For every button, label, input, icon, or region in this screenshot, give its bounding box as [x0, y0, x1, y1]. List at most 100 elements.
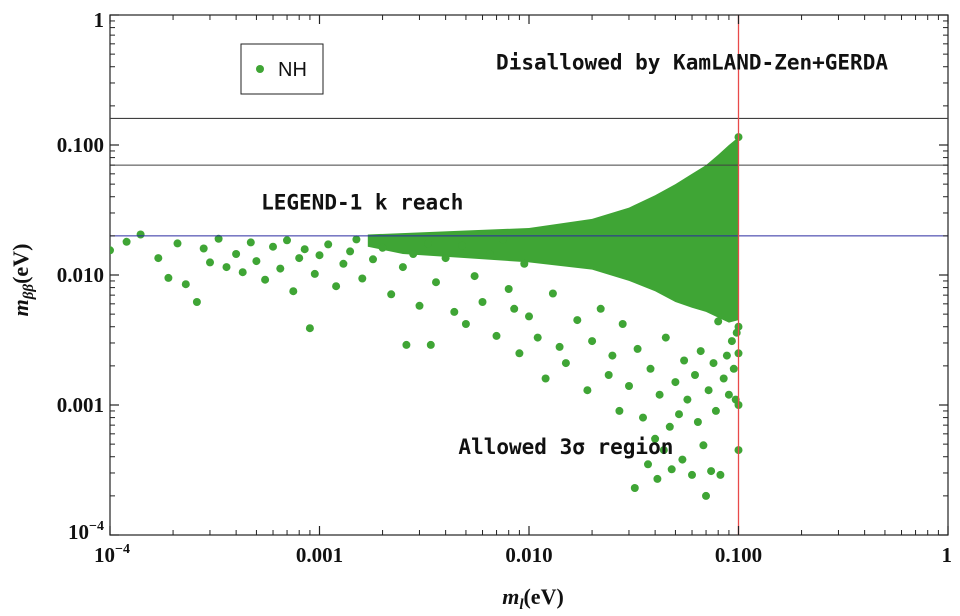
data-point — [653, 474, 662, 483]
data-point — [300, 245, 309, 254]
data-point — [671, 378, 680, 387]
data-point — [691, 371, 699, 379]
legend: NH — [240, 43, 324, 95]
data-point — [136, 230, 145, 239]
data-point — [707, 467, 716, 476]
data-point — [702, 491, 710, 500]
data-point — [246, 238, 255, 247]
dense-point-region — [367, 137, 739, 323]
data-point — [675, 410, 683, 419]
data-point — [283, 236, 291, 245]
data-point — [206, 258, 214, 267]
data-point — [696, 347, 705, 356]
data-point — [533, 333, 542, 342]
data-point — [498, 235, 507, 244]
data-point — [699, 441, 708, 450]
data-point — [199, 244, 208, 253]
x-tick-label: 1 — [942, 543, 953, 567]
data-point — [358, 274, 367, 283]
data-point — [646, 364, 655, 373]
data-point — [470, 272, 479, 281]
data-point — [630, 484, 639, 492]
data-point — [458, 241, 467, 250]
data-point — [369, 255, 377, 264]
data-point — [515, 349, 524, 358]
data-point — [402, 340, 411, 349]
data-point — [510, 304, 519, 313]
data-point — [655, 390, 664, 399]
data-point — [261, 275, 270, 284]
data-point — [541, 374, 550, 383]
data-point — [192, 298, 201, 306]
data-point — [173, 239, 182, 248]
data-point — [704, 386, 713, 395]
data-point — [596, 304, 605, 313]
data-point — [332, 282, 341, 291]
data-point — [639, 413, 647, 422]
data-point — [724, 390, 733, 399]
y-tick-label: 0.010 — [57, 263, 104, 287]
data-point — [461, 320, 470, 328]
data-point — [688, 470, 696, 479]
data-point — [252, 257, 261, 266]
data-point — [432, 278, 440, 287]
data-point — [665, 422, 674, 431]
y-tick-label: 10−4 — [68, 519, 104, 544]
data-point — [555, 342, 564, 351]
data-point — [154, 254, 163, 263]
data-point — [346, 247, 355, 256]
data-point — [492, 331, 501, 340]
data-point — [651, 434, 660, 443]
data-point — [608, 351, 617, 360]
data-point — [680, 356, 689, 365]
data-point — [633, 344, 642, 353]
data-point — [729, 364, 738, 373]
x-tick-label: 0.010 — [505, 543, 552, 567]
y-tick-label: 1 — [94, 8, 105, 32]
data-point — [426, 340, 435, 349]
data-point — [122, 237, 131, 246]
data-point — [683, 395, 692, 404]
data-point — [415, 301, 424, 310]
data-point — [661, 333, 670, 342]
data-point — [722, 351, 731, 360]
data-point — [387, 290, 396, 299]
data-point — [238, 268, 247, 277]
data-point — [214, 234, 223, 243]
data-point — [478, 298, 487, 306]
data-point — [181, 280, 190, 289]
data-point — [693, 418, 702, 426]
data-point — [678, 455, 687, 464]
data-point — [339, 259, 348, 268]
data-point — [485, 250, 494, 258]
annotation-1: LEGEND-1 k reach — [261, 190, 463, 214]
data-point — [424, 239, 433, 248]
legend-marker-nh — [256, 65, 264, 73]
legend-label-nh: NH — [278, 59, 307, 81]
y-tick-label: 0.100 — [57, 133, 104, 157]
data-point — [711, 406, 720, 415]
data-point — [378, 243, 387, 252]
data-point — [588, 337, 597, 346]
data-point — [295, 254, 304, 263]
data-point — [625, 382, 633, 390]
data-point — [548, 289, 557, 298]
data-point — [310, 269, 319, 278]
y-axis-label: mββ(eV) — [8, 244, 37, 317]
data-point — [269, 242, 277, 251]
data-point — [324, 240, 333, 249]
data-point — [276, 264, 285, 273]
data-point — [727, 337, 736, 346]
data-point — [644, 460, 652, 469]
data-point — [525, 312, 533, 321]
data-point — [352, 235, 361, 244]
data-point — [667, 465, 676, 474]
data-point — [714, 317, 723, 326]
data-point — [659, 446, 668, 455]
data-point — [232, 250, 241, 258]
data-point — [441, 254, 450, 263]
data-point — [573, 316, 582, 325]
data-point — [520, 259, 529, 268]
